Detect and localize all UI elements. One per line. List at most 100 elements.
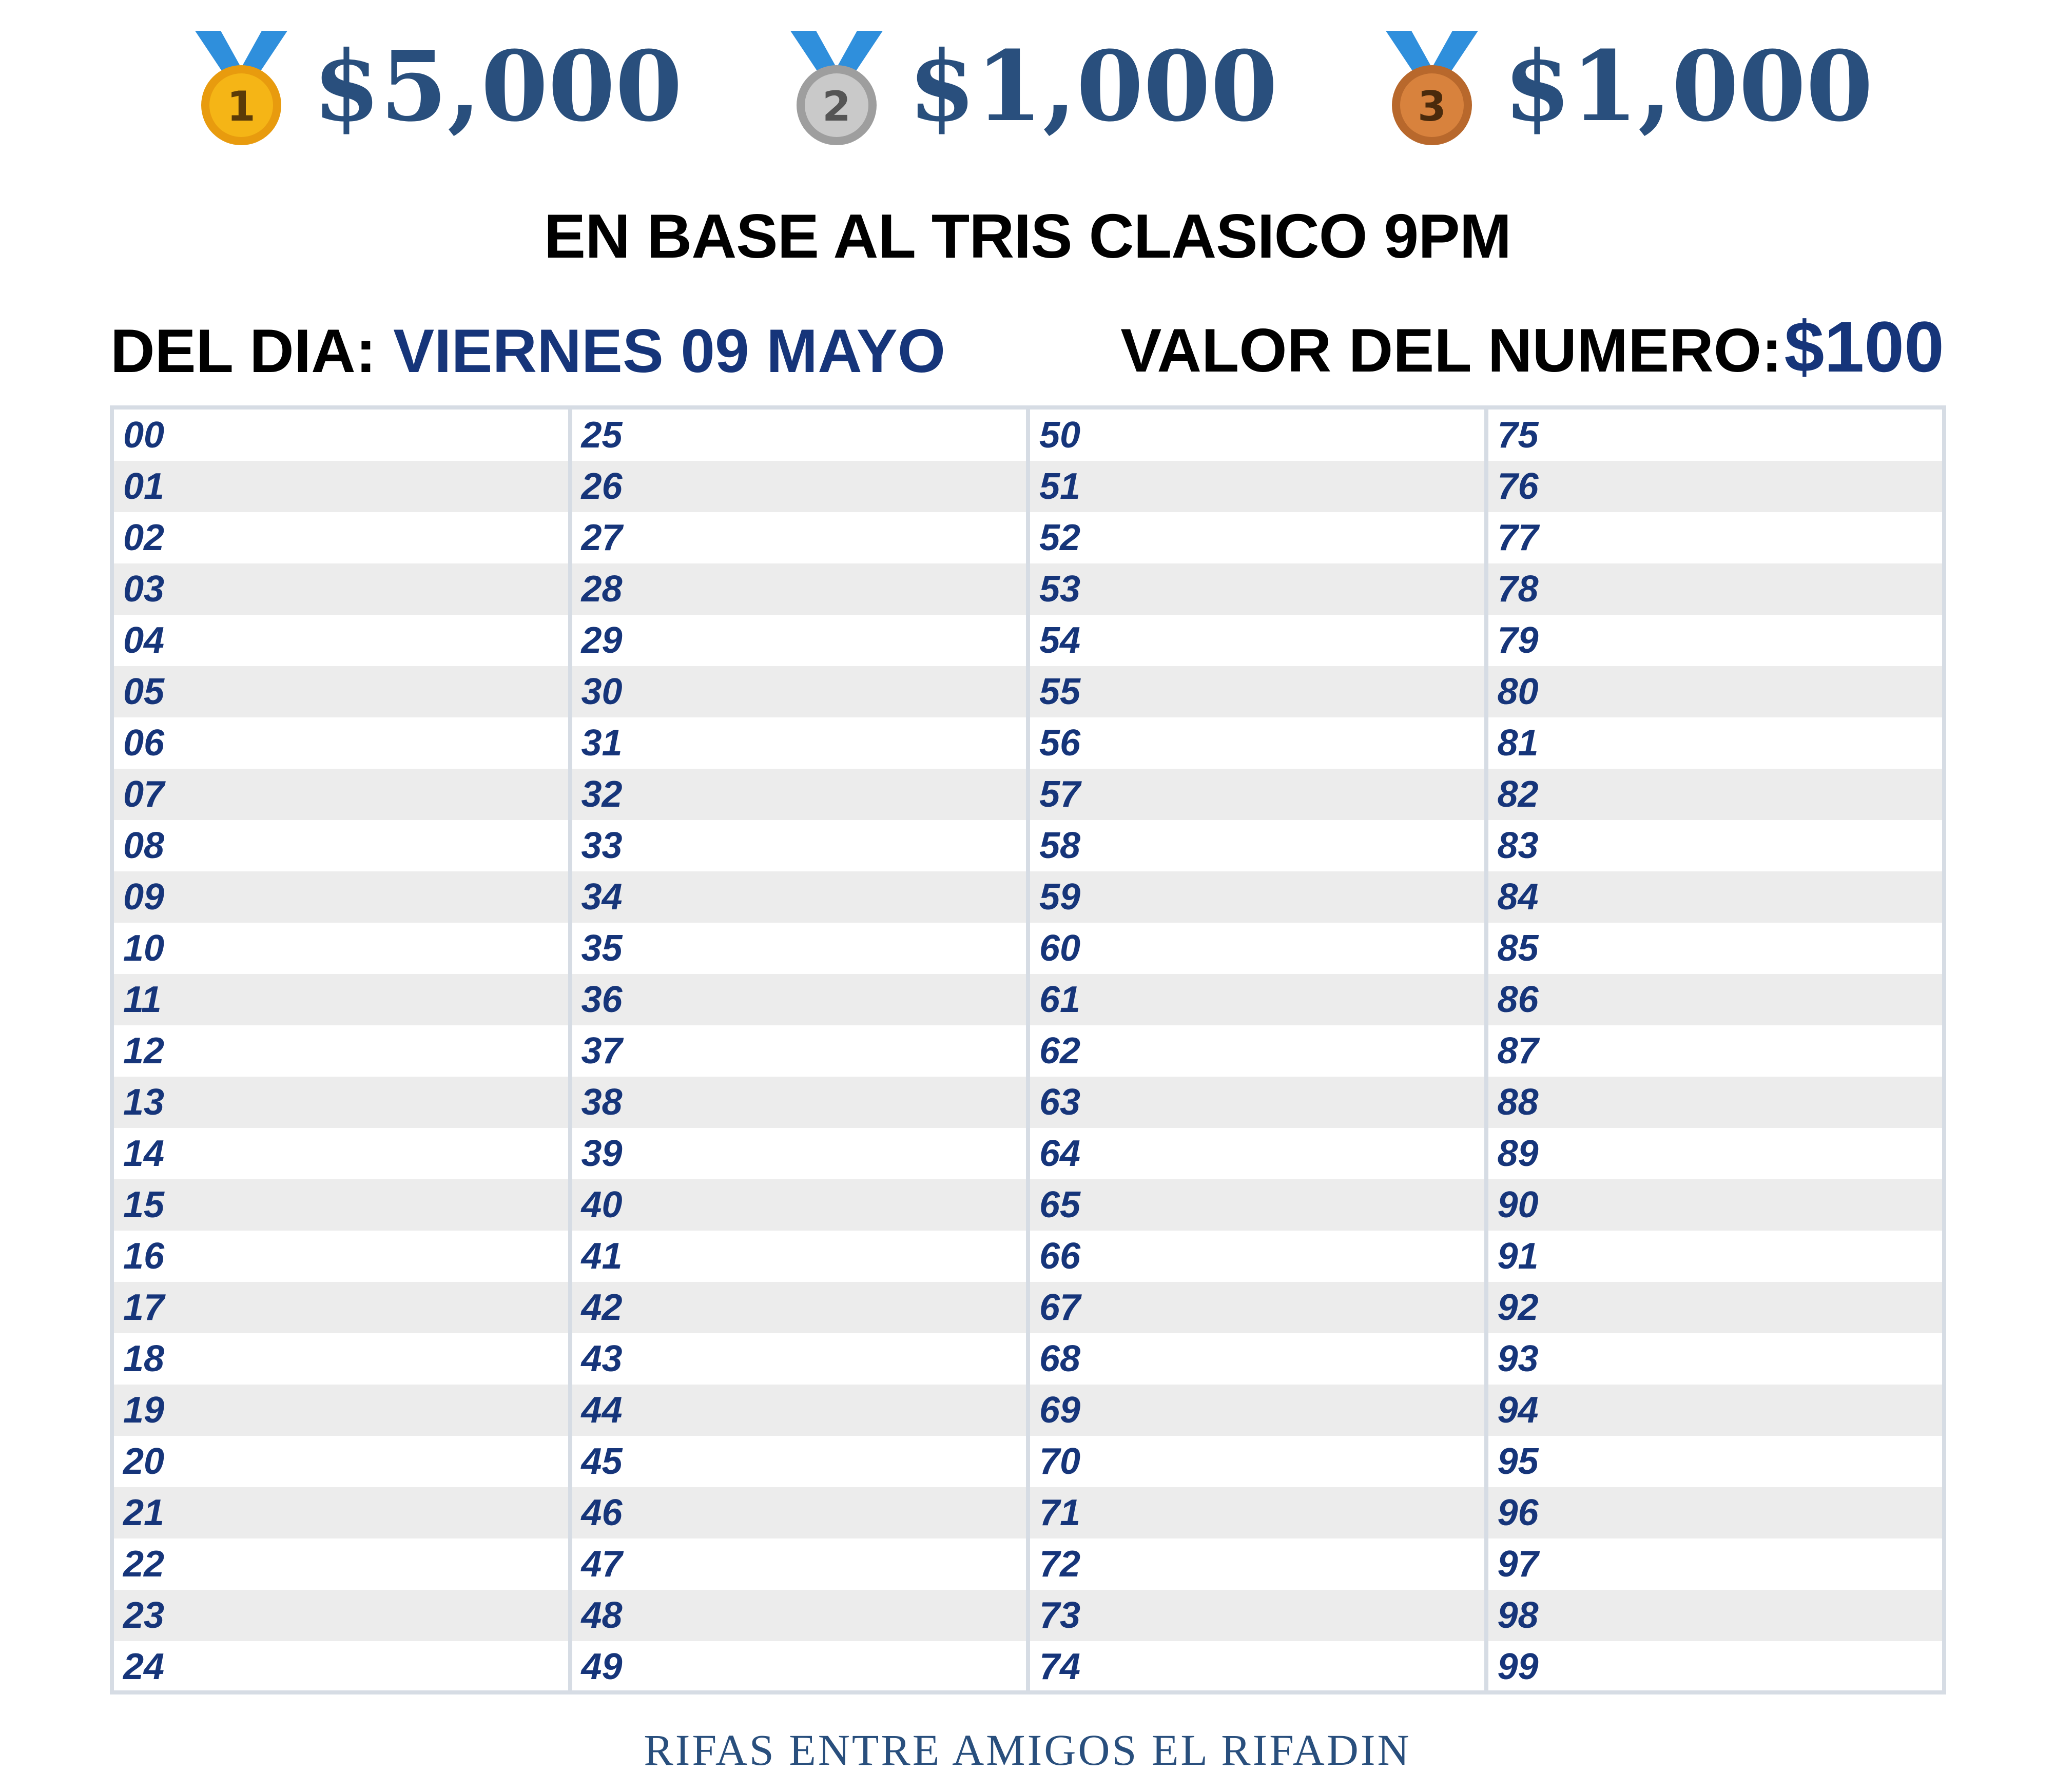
number-cell[interactable]: 07: [114, 769, 568, 820]
number-cell[interactable]: 33: [581, 825, 623, 866]
number-cell[interactable]: 21: [114, 1487, 568, 1538]
number-cell[interactable]: 91: [1497, 1236, 1539, 1277]
number-cell[interactable]: 31: [581, 723, 623, 764]
number-cell[interactable]: 77: [1497, 517, 1539, 558]
number-cell[interactable]: 16: [123, 1236, 165, 1277]
number-cell[interactable]: 76: [1488, 461, 1942, 512]
number-cell[interactable]: 38: [572, 1077, 1026, 1128]
number-cell[interactable]: 45: [581, 1441, 623, 1482]
number-cell[interactable]: 51: [1030, 461, 1484, 512]
number-cell[interactable]: 20: [123, 1441, 165, 1482]
number-cell[interactable]: 74: [1039, 1646, 1081, 1687]
number-cell[interactable]: 18: [123, 1338, 165, 1379]
number-cell[interactable]: 53: [1030, 563, 1484, 615]
number-cell[interactable]: 63: [1030, 1077, 1484, 1128]
number-cell[interactable]: 55: [1030, 666, 1484, 717]
number-cell[interactable]: 02: [123, 517, 165, 558]
number-cell[interactable]: 42: [572, 1282, 1026, 1333]
number-cell[interactable]: 30: [572, 666, 1026, 717]
number-cell[interactable]: 48: [572, 1590, 1026, 1641]
number-cell[interactable]: 70: [1039, 1441, 1081, 1482]
number-cell[interactable]: 59: [1030, 871, 1484, 923]
number-cell[interactable]: 36: [572, 974, 1026, 1025]
number-cell[interactable]: 64: [1039, 1133, 1081, 1174]
number-cell[interactable]: 13: [114, 1077, 568, 1128]
number-cell[interactable]: 12: [123, 1030, 165, 1072]
number-cell[interactable]: 80: [1488, 666, 1942, 717]
number-cell[interactable]: 04: [123, 620, 165, 661]
number-cell[interactable]: 26: [572, 461, 1026, 512]
number-cell[interactable]: 22: [123, 1544, 165, 1585]
number-cell[interactable]: 67: [1030, 1282, 1484, 1333]
number-cell[interactable]: 23: [114, 1590, 568, 1641]
number-cell[interactable]: 84: [1488, 871, 1942, 923]
number-cell[interactable]: 71: [1030, 1487, 1484, 1538]
number-cell[interactable]: 87: [1497, 1030, 1539, 1072]
number-cell[interactable]: 98: [1488, 1590, 1942, 1641]
number-cell[interactable]: 28: [572, 563, 1026, 615]
number-cell[interactable]: 90: [1488, 1179, 1942, 1231]
number-cell[interactable]: 81: [1497, 723, 1539, 764]
number-cell[interactable]: 40: [572, 1179, 1026, 1231]
number-cell[interactable]: 78: [1488, 563, 1942, 615]
number-cell[interactable]: 94: [1488, 1385, 1942, 1436]
number-cell[interactable]: 86: [1488, 974, 1942, 1025]
number-cell[interactable]: 68: [1039, 1338, 1081, 1379]
number-cell[interactable]: 00: [123, 415, 165, 456]
number-cell[interactable]: 50: [1039, 415, 1081, 456]
number-cell[interactable]: 05: [114, 666, 568, 717]
number-cell[interactable]: 73: [1030, 1590, 1484, 1641]
number-cell[interactable]: 14: [123, 1133, 165, 1174]
number-cell[interactable]: 92: [1488, 1282, 1942, 1333]
number-cell[interactable]: 88: [1488, 1077, 1942, 1128]
number-cell[interactable]: 75: [1497, 415, 1539, 456]
number-cell[interactable]: 09: [114, 871, 568, 923]
number-cell[interactable]: 08: [123, 825, 165, 866]
number-cell[interactable]: 85: [1497, 928, 1539, 969]
number-cell[interactable]: 29: [581, 620, 623, 661]
number-cell[interactable]: 49: [581, 1646, 623, 1687]
number-cell[interactable]: 65: [1030, 1179, 1484, 1231]
number-cell[interactable]: 72: [1039, 1544, 1081, 1585]
number-cell[interactable]: 83: [1497, 825, 1539, 866]
number-cell[interactable]: 95: [1497, 1441, 1539, 1482]
number-cell[interactable]: 57: [1030, 769, 1484, 820]
number-cell[interactable]: 62: [1039, 1030, 1081, 1072]
number-cell[interactable]: 19: [114, 1385, 568, 1436]
number-cell[interactable]: 06: [123, 723, 165, 764]
number-cell[interactable]: 34: [572, 871, 1026, 923]
number-cell[interactable]: 11: [114, 974, 568, 1025]
number-cell[interactable]: 66: [1039, 1236, 1081, 1277]
number-cell[interactable]: 96: [1488, 1487, 1942, 1538]
number-cell[interactable]: 32: [572, 769, 1026, 820]
number-cell[interactable]: 39: [581, 1133, 623, 1174]
number-cell[interactable]: 56: [1039, 723, 1081, 764]
number-cell[interactable]: 43: [581, 1338, 623, 1379]
number-cell[interactable]: 69: [1030, 1385, 1484, 1436]
number-cell[interactable]: 52: [1039, 517, 1081, 558]
number-cell[interactable]: 47: [581, 1544, 623, 1585]
number-cell[interactable]: 17: [114, 1282, 568, 1333]
number-cell[interactable]: 54: [1039, 620, 1081, 661]
number-cell[interactable]: 25: [581, 415, 623, 456]
number-cell[interactable]: 99: [1497, 1646, 1539, 1687]
number-cell[interactable]: 89: [1497, 1133, 1539, 1174]
number-cell[interactable]: 37: [581, 1030, 623, 1072]
number-cell[interactable]: 24: [123, 1646, 165, 1687]
number-cell[interactable]: 15: [114, 1179, 568, 1231]
number-cell[interactable]: 97: [1497, 1544, 1539, 1585]
number-cell[interactable]: 01: [114, 461, 568, 512]
number-cell[interactable]: 60: [1039, 928, 1081, 969]
number-cell[interactable]: 10: [123, 928, 165, 969]
number-cell[interactable]: 35: [581, 928, 623, 969]
number-cell[interactable]: 58: [1039, 825, 1081, 866]
number-cell[interactable]: 03: [114, 563, 568, 615]
number-cell[interactable]: 46: [572, 1487, 1026, 1538]
number-cell[interactable]: 93: [1497, 1338, 1539, 1379]
number-cell[interactable]: 82: [1488, 769, 1942, 820]
number-cell[interactable]: 41: [581, 1236, 623, 1277]
number-cell[interactable]: 44: [572, 1385, 1026, 1436]
number-cell[interactable]: 27: [581, 517, 623, 558]
number-cell[interactable]: 61: [1030, 974, 1484, 1025]
number-cell[interactable]: 79: [1497, 620, 1539, 661]
